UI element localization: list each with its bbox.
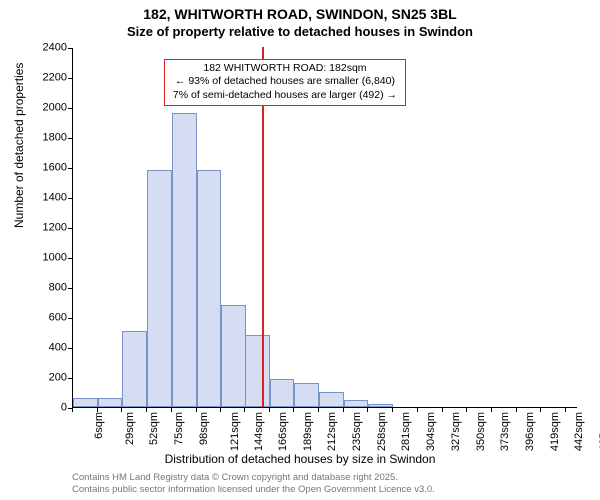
y-tick-mark (68, 318, 72, 319)
x-tick-label: 419sqm (549, 412, 561, 451)
y-axis-label: Number of detached properties (12, 63, 26, 228)
footer-line-1: Contains HM Land Registry data © Crown c… (72, 472, 398, 483)
y-tick-mark (68, 348, 72, 349)
y-tick-mark (68, 138, 72, 139)
x-tick-mark (491, 408, 492, 412)
histogram-bar (172, 113, 197, 407)
plot-area: 182 WHITWORTH ROAD: 182sqm← 93% of detac… (72, 48, 577, 408)
x-tick-label: 304sqm (425, 412, 437, 451)
callout-box: 182 WHITWORTH ROAD: 182sqm← 93% of detac… (164, 59, 406, 106)
x-tick-mark (417, 408, 418, 412)
histogram-bar (270, 379, 295, 408)
x-tick-label: 350sqm (475, 412, 487, 451)
y-tick-label: 1600 (27, 163, 67, 174)
footer-line-2: Contains public sector information licen… (72, 484, 435, 495)
x-tick-mark (318, 408, 319, 412)
histogram-bar (73, 398, 98, 407)
y-tick-mark (68, 78, 72, 79)
x-tick-mark (171, 408, 172, 412)
x-tick-label: 235sqm (351, 412, 363, 451)
x-tick-mark (121, 408, 122, 412)
chart-subtitle: Size of property relative to detached ho… (0, 24, 600, 39)
y-tick-label: 200 (27, 373, 67, 384)
x-tick-mark (220, 408, 221, 412)
chart-title: 182, WHITWORTH ROAD, SWINDON, SN25 3BL (0, 6, 600, 22)
y-tick-mark (68, 258, 72, 259)
x-tick-label: 98sqm (198, 412, 210, 445)
callout-line-2: ← 93% of detached houses are smaller (6,… (173, 75, 397, 89)
y-tick-mark (68, 228, 72, 229)
x-tick-mark (367, 408, 368, 412)
x-tick-mark (72, 408, 73, 412)
y-tick-mark (68, 288, 72, 289)
y-tick-label: 2200 (27, 73, 67, 84)
x-tick-label: 29sqm (124, 412, 136, 445)
x-tick-mark (244, 408, 245, 412)
x-tick-mark (269, 408, 270, 412)
y-tick-mark (68, 48, 72, 49)
y-tick-mark (68, 168, 72, 169)
x-tick-label: 396sqm (524, 412, 536, 451)
x-tick-label: 6sqm (93, 412, 105, 439)
y-tick-label: 1800 (27, 133, 67, 144)
x-tick-mark (343, 408, 344, 412)
y-tick-label: 1400 (27, 193, 67, 204)
y-tick-label: 2400 (27, 43, 67, 54)
callout-line-3: 7% of semi-detached houses are larger (4… (173, 89, 397, 103)
y-tick-mark (68, 198, 72, 199)
x-tick-mark (146, 408, 147, 412)
x-tick-mark (516, 408, 517, 412)
x-tick-label: 75sqm (173, 412, 185, 445)
histogram-bar (98, 398, 123, 407)
x-tick-mark (293, 408, 294, 412)
histogram-chart: 182, WHITWORTH ROAD, SWINDON, SN25 3BL S… (0, 0, 600, 500)
histogram-bar (122, 331, 147, 408)
x-axis-label: Distribution of detached houses by size … (0, 452, 600, 466)
y-tick-mark (68, 108, 72, 109)
histogram-bar (147, 170, 172, 407)
histogram-bar (294, 383, 319, 407)
x-tick-label: 442sqm (574, 412, 586, 451)
x-tick-mark (565, 408, 566, 412)
callout-line-1: 182 WHITWORTH ROAD: 182sqm (173, 62, 397, 76)
x-tick-mark (540, 408, 541, 412)
x-tick-label: 212sqm (326, 412, 338, 451)
y-tick-label: 0 (27, 403, 67, 414)
x-tick-label: 121sqm (229, 412, 241, 451)
histogram-bar (221, 305, 246, 407)
x-tick-label: 52sqm (148, 412, 160, 445)
x-tick-label: 281sqm (401, 412, 413, 451)
histogram-bar (319, 392, 344, 407)
y-tick-label: 400 (27, 343, 67, 354)
y-tick-mark (68, 378, 72, 379)
histogram-bar (245, 335, 270, 407)
x-tick-mark (466, 408, 467, 412)
histogram-bar (344, 400, 369, 408)
y-tick-label: 1200 (27, 223, 67, 234)
x-tick-label: 189sqm (302, 412, 314, 451)
histogram-bar (197, 170, 222, 407)
y-tick-label: 2000 (27, 103, 67, 114)
histogram-bar (368, 404, 393, 407)
x-tick-label: 327sqm (450, 412, 462, 451)
y-tick-label: 600 (27, 313, 67, 324)
y-tick-label: 1000 (27, 253, 67, 264)
x-tick-label: 144sqm (253, 412, 265, 451)
x-tick-label: 166sqm (277, 412, 289, 451)
x-tick-mark (442, 408, 443, 412)
x-tick-mark (97, 408, 98, 412)
y-tick-label: 800 (27, 283, 67, 294)
x-tick-label: 373sqm (499, 412, 511, 451)
x-tick-mark (196, 408, 197, 412)
x-tick-mark (392, 408, 393, 412)
x-tick-label: 258sqm (376, 412, 388, 451)
